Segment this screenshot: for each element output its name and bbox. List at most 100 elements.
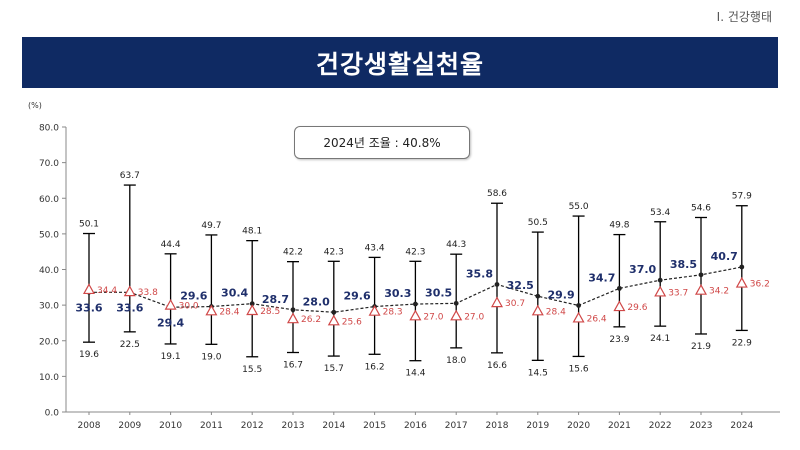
max-value-label: 49.7: [201, 221, 221, 231]
min-value-label: 15.6: [569, 364, 589, 374]
regional-value-label: 28.5: [260, 307, 280, 317]
national-value-label: 28.0: [303, 295, 330, 308]
regional-point: [694, 283, 708, 295]
min-value-label: 15.7: [324, 364, 344, 374]
max-value-label: 42.2: [283, 248, 303, 258]
regional-point: [327, 314, 340, 326]
x-tick-label: 2023: [690, 421, 713, 431]
page-title: 건강생활실천율: [22, 37, 778, 88]
regional-value-label: 34.2: [709, 287, 729, 297]
min-value-label: 23.9: [609, 335, 629, 345]
x-tick-label: 2011: [200, 421, 223, 431]
y-tick-label: 50.0: [39, 230, 59, 240]
min-value-label: 15.5: [242, 365, 262, 375]
min-value-label: 19.6: [79, 350, 99, 360]
max-value-label: 42.3: [324, 247, 344, 257]
y-tick-label: 40.0: [39, 266, 59, 276]
national-point: [249, 301, 255, 307]
max-value-label: 58.6: [487, 189, 507, 199]
callout-box: 2024년 조율 : 40.8%: [294, 126, 470, 159]
max-value-label: 50.1: [79, 220, 99, 230]
min-value-label: 14.5: [528, 368, 548, 378]
national-value-label: 35.8: [466, 267, 493, 280]
max-value-label: 44.4: [161, 240, 181, 250]
max-value-label: 44.3: [446, 240, 466, 250]
regional-point: [613, 300, 626, 312]
national-point: [535, 293, 541, 299]
national-value-label: 34.7: [588, 271, 615, 284]
regional-value-label: 33.8: [138, 288, 158, 298]
national-value-label: 33.6: [116, 301, 143, 314]
regional-value-label: 25.6: [342, 317, 362, 327]
min-value-label: 19.1: [161, 352, 181, 362]
regional-value-label: 26.2: [301, 315, 321, 325]
max-value-label: 57.9: [732, 192, 752, 202]
x-tick-label: 2016: [404, 421, 427, 431]
regional-value-label: 30.0: [179, 302, 199, 312]
min-value-label: 18.0: [446, 356, 466, 366]
regional-value-label: 27.0: [423, 312, 443, 322]
national-value-label: 37.0: [629, 263, 656, 276]
min-value-label: 16.7: [283, 361, 303, 371]
max-value-label: 55.0: [569, 202, 589, 212]
min-value-label: 24.1: [650, 334, 670, 344]
min-value-label: 22.9: [732, 338, 752, 348]
regional-value-label: 29.6: [627, 303, 647, 313]
x-tick-label: 2018: [486, 421, 509, 431]
regional-point: [572, 311, 585, 323]
regional-point: [490, 296, 504, 308]
national-value-label: 33.6: [75, 301, 102, 314]
national-point: [617, 285, 622, 291]
min-value-label: 16.2: [365, 362, 385, 372]
national-value-label: 29.4: [157, 316, 184, 329]
national-value-label: 30.4: [221, 287, 248, 300]
min-value-label: 22.5: [120, 340, 140, 350]
regional-point: [368, 304, 381, 316]
max-value-label: 54.6: [691, 203, 711, 213]
max-value-label: 50.5: [528, 218, 548, 228]
y-tick-label: 30.0: [39, 302, 59, 312]
national-value-label: 30.3: [384, 287, 411, 300]
national-value-label: 28.7: [262, 293, 289, 306]
x-tick-label: 2022: [649, 421, 672, 431]
regional-value-label: 33.7: [668, 288, 688, 298]
x-tick-label: 2013: [282, 421, 305, 431]
regional-value-label: 34.4: [97, 286, 117, 296]
max-value-label: 43.4: [365, 243, 385, 253]
regional-point: [450, 309, 463, 321]
y-tick-label: 20.0: [39, 337, 59, 347]
max-value-label: 49.8: [609, 221, 629, 231]
y-unit-label: (%): [28, 101, 42, 110]
regional-value-label: 36.2: [750, 280, 770, 290]
national-point: [413, 301, 418, 307]
x-tick-label: 2012: [241, 421, 264, 431]
x-tick-label: 2009: [118, 421, 141, 431]
national-point: [331, 309, 337, 315]
regional-point: [205, 304, 218, 316]
national-value-label: 29.6: [343, 290, 370, 303]
max-value-label: 42.3: [405, 247, 425, 257]
regional-point: [286, 312, 300, 324]
national-value-label: 32.5: [507, 279, 534, 292]
min-value-label: 21.9: [691, 342, 711, 352]
regional-point: [246, 304, 259, 316]
x-tick-label: 2019: [526, 421, 549, 431]
regional-value-label: 28.3: [383, 308, 403, 318]
y-tick-label: 0.0: [45, 409, 60, 419]
regional-value-label: 30.7: [505, 299, 525, 309]
regional-point: [654, 285, 667, 297]
regional-value-label: 28.4: [219, 307, 239, 317]
national-point: [494, 282, 500, 287]
regional-point: [531, 304, 544, 316]
national-point: [290, 307, 296, 313]
x-tick-label: 2020: [567, 421, 590, 431]
national-value-label: 30.5: [425, 286, 452, 299]
x-tick-label: 2024: [730, 421, 753, 431]
max-value-label: 53.4: [650, 208, 670, 218]
x-tick-label: 2008: [78, 421, 101, 431]
national-value-label: 38.5: [670, 258, 697, 271]
x-tick-label: 2017: [445, 421, 468, 431]
regional-value-label: 27.0: [464, 312, 484, 322]
max-value-label: 48.1: [242, 227, 262, 237]
min-value-label: 14.4: [405, 369, 425, 379]
